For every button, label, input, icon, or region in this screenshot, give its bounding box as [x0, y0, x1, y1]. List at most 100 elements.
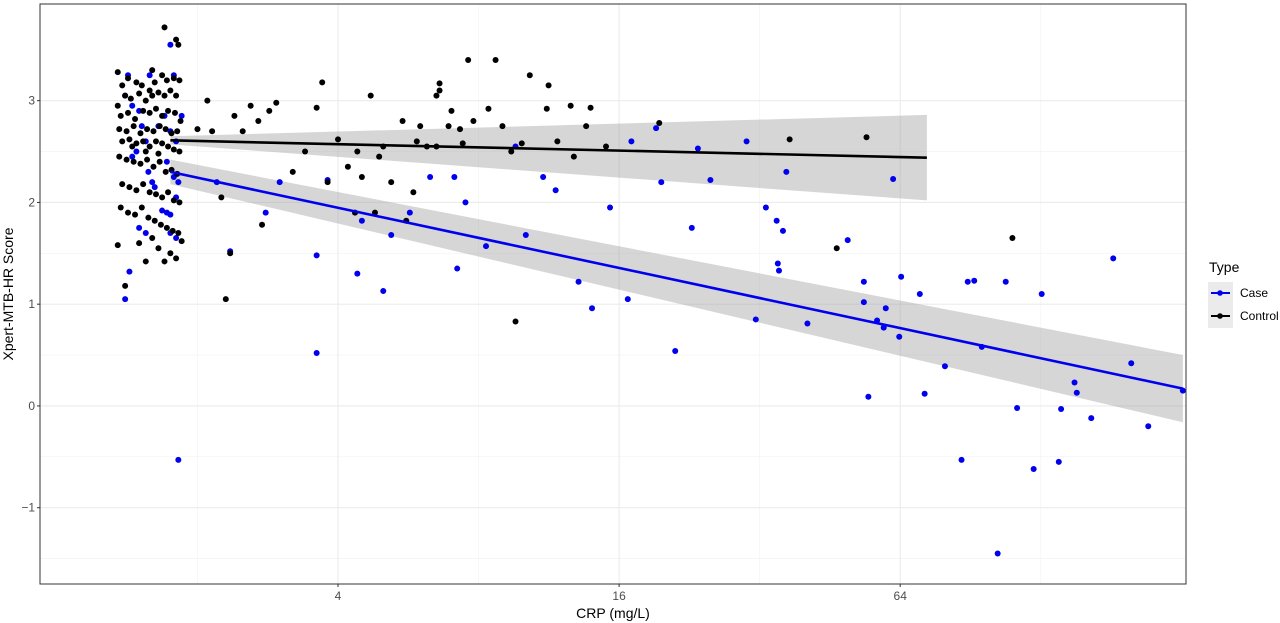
point-case [1110, 255, 1117, 262]
point-control [159, 72, 166, 79]
point-control [123, 156, 130, 163]
point-control [146, 87, 153, 94]
point-case [1071, 379, 1078, 386]
point-control [122, 282, 129, 289]
fit-line-control [170, 139, 927, 159]
point-case [607, 204, 614, 211]
point-control [119, 138, 126, 145]
point-case [1145, 423, 1152, 430]
point-control [512, 318, 519, 325]
point-control [863, 134, 870, 141]
point-case [167, 211, 174, 218]
plot-panel [40, 4, 1186, 584]
point-control [583, 123, 590, 130]
point-control [137, 160, 144, 167]
point-control [146, 189, 153, 196]
point-case [779, 227, 786, 234]
point-case [129, 153, 136, 160]
point-control [313, 104, 320, 111]
point-case [159, 207, 166, 214]
point-control [151, 79, 158, 86]
point-control [144, 156, 151, 163]
legend-point-control [1217, 313, 1223, 319]
legend-point-case [1217, 290, 1223, 296]
point-control [136, 90, 143, 97]
point-case [890, 176, 897, 183]
point-case [126, 268, 133, 275]
point-control [465, 56, 472, 63]
point-control [167, 87, 174, 94]
point-control [159, 140, 166, 147]
point-control [175, 229, 182, 236]
point-control [156, 123, 163, 130]
point-case [775, 267, 782, 274]
point-control [114, 242, 121, 249]
point-control [127, 95, 134, 102]
point-control [165, 107, 172, 114]
point-control [289, 168, 296, 175]
point-control [173, 255, 180, 262]
point-control [149, 92, 156, 99]
point-control [138, 204, 145, 211]
point-case [774, 260, 781, 267]
point-control [149, 67, 156, 74]
point-case [688, 224, 695, 231]
point-control [786, 136, 793, 143]
point-case [743, 138, 750, 145]
point-control [117, 112, 124, 119]
point-case [454, 265, 461, 272]
point-control [140, 138, 147, 145]
point-case [628, 138, 635, 145]
point-case [358, 217, 365, 224]
point-case [388, 231, 395, 238]
point-control [155, 150, 162, 157]
point-control [335, 136, 342, 143]
point-case [916, 291, 923, 297]
point-case [262, 209, 269, 216]
legend: Type Case Control [1208, 259, 1279, 328]
point-case [149, 179, 156, 186]
y-tick-label: 3 [28, 94, 35, 108]
point-case [958, 456, 965, 463]
point-case [844, 237, 851, 244]
point-case [941, 363, 948, 370]
point-control [175, 41, 182, 48]
point-case [865, 393, 872, 400]
fit-line-case [170, 170, 1184, 390]
point-control [170, 146, 177, 153]
point-case [783, 168, 790, 175]
point-control [448, 107, 455, 114]
point-control [125, 109, 132, 116]
y-tick-label: 2 [28, 195, 35, 209]
point-case [773, 217, 780, 224]
point-case [313, 252, 320, 259]
point-control [354, 148, 361, 155]
point-control [162, 126, 169, 133]
point-control [833, 245, 840, 252]
point-control [169, 227, 176, 234]
point-case [624, 296, 631, 303]
point-control [171, 109, 178, 116]
point-control [255, 118, 262, 125]
point-case [672, 347, 679, 354]
point-case [175, 456, 182, 463]
point-case [151, 184, 158, 191]
point-case [658, 179, 665, 186]
point-control [170, 197, 177, 204]
point-case [483, 243, 490, 250]
point-case [1002, 278, 1009, 285]
point-control [388, 179, 395, 186]
point-control [170, 75, 177, 82]
point-control [119, 181, 126, 188]
point-control [149, 235, 156, 242]
point-control [218, 194, 225, 201]
y-tick-label: 0 [28, 399, 35, 413]
point-control [603, 143, 610, 150]
point-control [145, 214, 152, 221]
point-case [804, 320, 811, 327]
fit-lines [170, 139, 1184, 390]
point-case [462, 199, 469, 206]
point-case [1038, 291, 1045, 297]
point-control [161, 92, 168, 99]
point-control [168, 130, 175, 137]
